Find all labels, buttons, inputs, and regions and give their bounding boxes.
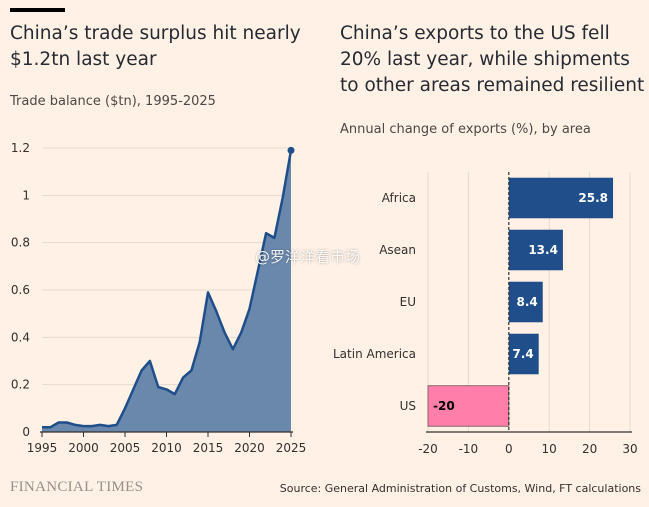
right-x-tick-label: -10 xyxy=(459,442,479,456)
source-note: Source: General Administration of Custom… xyxy=(279,482,641,495)
watermark-text: @罗洋洋看市场 xyxy=(255,248,361,266)
bar-value-label: 25.8 xyxy=(578,191,608,205)
left-y-tick-label: 0.6 xyxy=(11,283,30,297)
left-chart-subtitle: Trade balance ($tn), 1995-2025 xyxy=(10,94,216,109)
trade-balance-end-point xyxy=(287,146,295,154)
left-chart-title: China’s trade surplus hit nearly $1.2tn … xyxy=(10,23,301,70)
left-x-tick-label: 2005 xyxy=(110,441,141,455)
bar-value-label: -20 xyxy=(433,399,455,413)
right-x-tick-label: 20 xyxy=(582,442,597,456)
right-x-tick-label: 10 xyxy=(542,442,557,456)
bar-eu xyxy=(508,281,543,323)
right-x-tick-label: 0 xyxy=(505,442,513,456)
bar-value-label: 13.4 xyxy=(528,243,558,257)
ft-accent-bar xyxy=(10,8,65,12)
left-x-tick-label: 2020 xyxy=(234,441,265,455)
trade-balance-line xyxy=(42,150,293,429)
ft-logo: FINANCIAL TIMES xyxy=(10,479,144,495)
left-y-tick-label: 0.4 xyxy=(11,330,30,344)
bar-asean xyxy=(508,229,563,271)
trade-balance-area xyxy=(42,150,291,432)
bar-africa xyxy=(508,177,614,219)
right-x-tick-label: 30 xyxy=(622,442,637,456)
category-label: Latin America xyxy=(333,347,416,361)
left-x-tick-label: 2000 xyxy=(68,441,99,455)
category-label: US xyxy=(400,399,416,413)
bar-value-label: 7.4 xyxy=(512,347,533,361)
left-x-tick-label: 2010 xyxy=(151,441,182,455)
category-label: Africa xyxy=(382,191,416,205)
left-y-tick-label: 0.2 xyxy=(11,378,30,392)
right-chart-title: China’s exports to the US fell 20% last … xyxy=(340,23,645,96)
left-y-tick-label: 1.2 xyxy=(11,141,30,155)
left-x-tick-label: 2025 xyxy=(276,441,307,455)
left-x-tick-label: 2015 xyxy=(193,441,224,455)
bar-us xyxy=(427,385,510,427)
left-x-tick-label: 1995 xyxy=(27,441,58,455)
right-x-tick-label: -20 xyxy=(418,442,438,456)
left-y-tick-label: 1 xyxy=(22,188,30,202)
right-chart-subtitle: Annual change of exports (%), by area xyxy=(340,122,591,137)
bar-latin-america xyxy=(508,333,539,375)
category-label: Asean xyxy=(379,243,416,257)
left-y-tick-label: 0 xyxy=(22,425,30,439)
left-y-tick-label: 0.8 xyxy=(11,236,30,250)
bar-value-label: 8.4 xyxy=(516,295,537,309)
category-label: EU xyxy=(400,295,416,309)
